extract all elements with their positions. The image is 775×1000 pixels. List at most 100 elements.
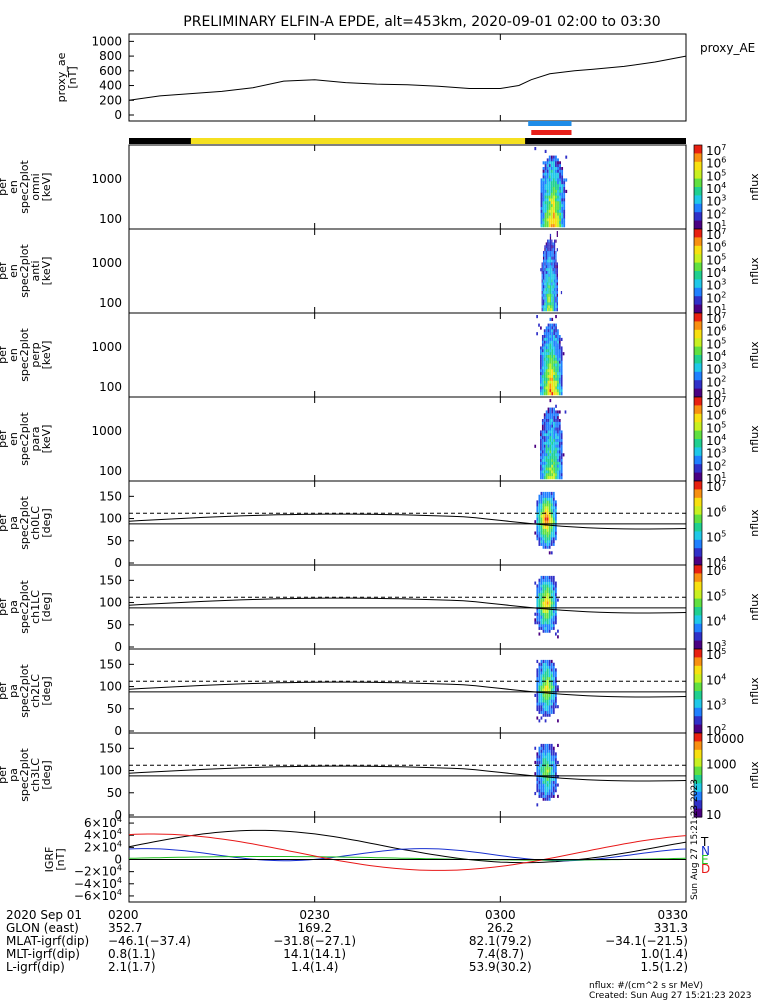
pa-spectrogram-cell — [548, 520, 551, 524]
pa-spectrogram-cell — [536, 587, 539, 591]
pa-spectrogram-cell — [555, 607, 557, 611]
colorbar-label-text: nflux — [748, 677, 761, 705]
spectrogram-cell — [553, 248, 556, 252]
pa-spectrogram-cell — [550, 584, 553, 588]
spectrogram-cell — [549, 253, 552, 258]
spectrogram-cell — [552, 175, 555, 179]
spectrogram-cell — [553, 372, 555, 376]
spectrogram-cell — [542, 172, 545, 176]
spectrogram-cell — [558, 363, 561, 367]
spectrogram-cell — [552, 302, 554, 306]
colorbar-cell — [694, 814, 702, 817]
colorbar-cell — [694, 188, 702, 191]
colorbar-cell — [694, 366, 702, 369]
spectrogram-cell — [543, 450, 546, 454]
pa-spectrogram-cell — [540, 766, 543, 770]
spectrogram-cell — [544, 282, 546, 286]
spectrogram-cell — [549, 407, 552, 411]
pa-spectrogram-cell — [544, 615, 547, 619]
spectrogram-cell — [543, 357, 546, 362]
spectrogram-cell — [546, 172, 549, 176]
spectrogram-cell — [540, 430, 542, 434]
colorbar-cell — [694, 178, 702, 181]
spectrogram-cell — [544, 305, 546, 309]
spectrogram-cell — [548, 265, 550, 269]
colorbar-cell — [694, 751, 702, 754]
pa-spectrogram-cell — [552, 752, 555, 756]
pa-spectrogram-cell — [546, 705, 549, 709]
spectrogram-cell — [540, 453, 542, 457]
colorbar-cell — [694, 455, 702, 458]
pa-spectrogram-cell — [548, 590, 551, 594]
pa-spectrogram-cell — [538, 786, 541, 790]
side-stamp: Sun Aug 27 15:21:23 2023 — [690, 779, 700, 900]
energy-ytick: 1000 — [91, 256, 122, 270]
spectrogram-cell — [557, 473, 559, 477]
spectrogram-cell — [560, 363, 563, 367]
spectrogram-cell — [540, 268, 542, 272]
colorbar-cell — [694, 537, 702, 539]
spectrogram-cell — [558, 419, 561, 423]
spectrogram-cell — [545, 253, 547, 258]
pa-spectrogram-cell — [550, 494, 553, 498]
pa-spectrogram-cell — [546, 503, 549, 507]
pa-ytick: 50 — [107, 786, 122, 800]
colorbar-cell — [694, 166, 702, 168]
spectrogram-cell — [541, 441, 544, 446]
colorbar-tick: 104 — [706, 433, 726, 448]
spectrogram-cell — [543, 416, 546, 420]
spectrogram-cell — [545, 248, 547, 252]
pa-spectrogram-cell — [552, 789, 555, 793]
spectrogram-cell — [544, 215, 547, 219]
pa-spectrogram-cell — [546, 539, 549, 544]
spectrogram-cell — [544, 293, 546, 298]
pa-spectrogram-cell — [546, 578, 549, 582]
spectrogram-cell — [551, 326, 554, 330]
footer-value: 2.1(1.7) — [108, 960, 156, 974]
pa-spectrogram-cell — [538, 668, 541, 672]
spectrogram-cell — [555, 239, 557, 243]
spectrogram-cell — [559, 178, 561, 182]
colorbar-cell — [694, 306, 702, 308]
spectrogram-cell — [547, 439, 550, 443]
spectrogram-cell — [558, 473, 561, 477]
colorbar-cell — [694, 574, 702, 577]
pa-spectrogram-cell — [536, 699, 539, 703]
colorbar-cell — [694, 516, 702, 518]
spectrogram-cell — [545, 430, 548, 434]
spectrogram-cell — [555, 366, 557, 370]
spectrogram-cell — [540, 198, 543, 202]
colorbar-cell — [694, 395, 702, 398]
colorbar-cell — [694, 145, 702, 147]
colorbar-cell — [694, 322, 702, 325]
pa-spectrogram-cell — [542, 517, 545, 521]
pa-spectrogram-cell — [552, 791, 555, 796]
pa-panel-ylabel-2: elapefpaspec2plotch1LC[deg] — [0, 580, 53, 634]
pa-spectrogram-cell — [552, 749, 555, 753]
colorbar-cell — [694, 633, 702, 636]
pa-spectrogram-cell — [548, 766, 551, 770]
pa-spectrogram-cell — [544, 693, 547, 697]
colorbar-cell — [694, 801, 702, 804]
spectrogram-cell — [543, 456, 546, 460]
spectrogram-cell — [540, 476, 542, 480]
spectrogram-cell — [542, 271, 545, 275]
pa-spectrogram-cell — [538, 601, 541, 605]
spectrogram-cell — [552, 256, 554, 260]
spectrogram-cell — [552, 189, 555, 194]
spectrogram-cell — [558, 421, 561, 426]
spectrogram-cell — [549, 302, 552, 306]
colorbar-tick: 105 — [706, 647, 726, 662]
spectrogram-cell — [560, 461, 563, 466]
spectrogram-cell — [553, 302, 556, 306]
energy-ytick: 1000 — [91, 340, 122, 354]
spectrogram-cell — [552, 293, 554, 298]
spectrogram-cell — [548, 175, 551, 179]
spectrogram-cell — [540, 187, 543, 191]
colorbar-cell — [694, 748, 702, 751]
spectrogram-cell — [547, 357, 550, 362]
colorbar-cell — [694, 521, 702, 524]
colorbar-cell — [694, 511, 702, 514]
pa-spectrogram-cell — [538, 506, 541, 510]
pa-spectrogram-cell — [552, 525, 555, 529]
